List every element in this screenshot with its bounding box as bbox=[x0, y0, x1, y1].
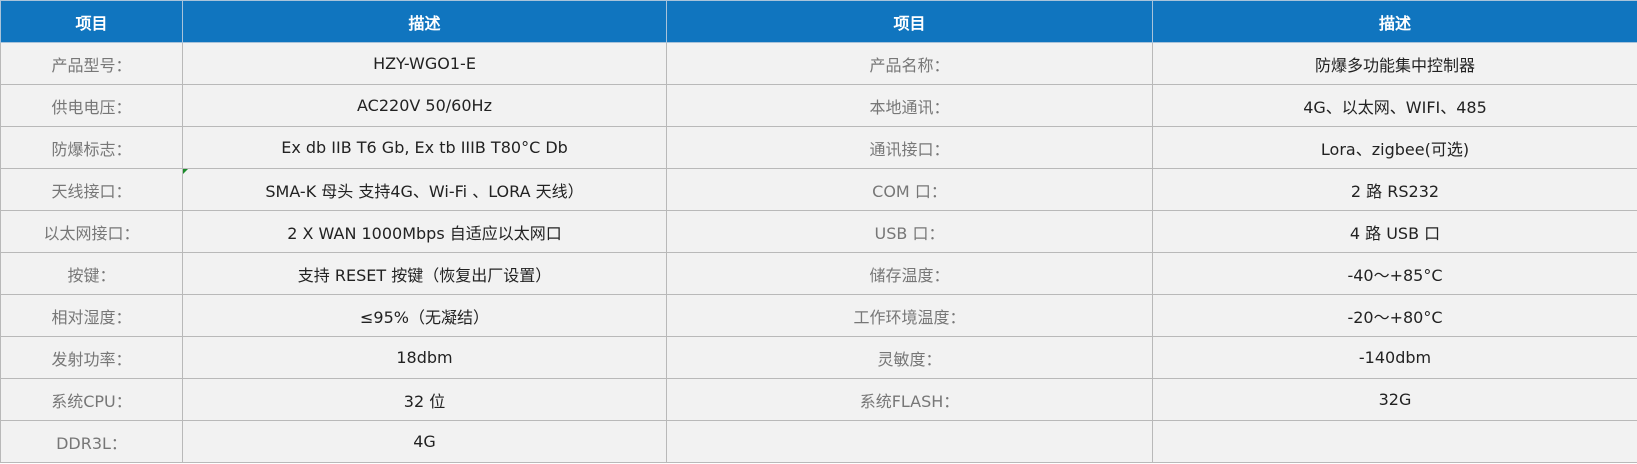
spec-label: 工作环境温度： bbox=[666, 294, 1153, 337]
spec-label: 系统CPU： bbox=[0, 378, 183, 421]
spec-label: DDR3L： bbox=[0, 420, 183, 463]
header-row: 项目 描述 项目 描述 bbox=[0, 0, 1637, 43]
spec-label: 防爆标志： bbox=[0, 126, 183, 169]
spec-value: 4G bbox=[182, 420, 667, 463]
spec-value bbox=[1152, 420, 1637, 463]
table-row: 按键： 支持 RESET 按键（恢复出厂设置） 储存温度： -40～+85°C bbox=[0, 252, 1637, 295]
spec-label: 以太网接口： bbox=[0, 210, 183, 253]
spec-value: Lora、zigbee(可选) bbox=[1152, 126, 1637, 169]
table-row: 相对湿度： ≤95%（无凝结） 工作环境温度： -20～+80°C bbox=[0, 294, 1637, 337]
header-description: 描述 bbox=[1152, 0, 1637, 43]
table-row: 防爆标志： Ex db IIB T6 Gb, Ex tb IIIB T80°C D… bbox=[0, 126, 1637, 169]
spec-label: 供电电压： bbox=[0, 84, 183, 127]
spec-value: 4G、以太网、WIFI、485 bbox=[1152, 84, 1637, 127]
spec-label: 本地通讯： bbox=[666, 84, 1153, 127]
spec-label: USB 口： bbox=[666, 210, 1153, 253]
spec-value: 2 路 RS232 bbox=[1152, 168, 1637, 211]
spec-value: 4 路 USB 口 bbox=[1152, 210, 1637, 253]
spec-value: HZY-WGO1-E bbox=[182, 42, 667, 85]
table-row: 天线接口： SMA-K 母头 支持4G、Wi-Fi 、LORA 天线） COM 口：… bbox=[0, 168, 1637, 211]
spec-label: 储存温度： bbox=[666, 252, 1153, 295]
spec-label: 灵敏度： bbox=[666, 336, 1153, 379]
spec-value: 32G bbox=[1152, 378, 1637, 421]
table-row: 供电电压： AC220V 50/60Hz 本地通讯： 4G、以太网、WIFI、485 bbox=[0, 84, 1637, 127]
header-item: 项目 bbox=[666, 0, 1153, 43]
spec-label: 相对湿度： bbox=[0, 294, 183, 337]
spec-label: 产品型号： bbox=[0, 42, 183, 85]
spec-value: -40～+85°C bbox=[1152, 252, 1637, 295]
spec-value: 32 位 bbox=[182, 378, 667, 421]
table-row: DDR3L： 4G bbox=[0, 420, 1637, 463]
spec-label bbox=[666, 420, 1153, 463]
table-row: 以太网接口： 2 X WAN 1000Mbps 自适应以太网口 USB 口： 4 路 … bbox=[0, 210, 1637, 253]
spec-value: Ex db IIB T6 Gb, Ex tb IIIB T80°C Db bbox=[182, 126, 667, 169]
spec-value: -140dbm bbox=[1152, 336, 1637, 379]
spec-value: ≤95%（无凝结） bbox=[182, 294, 667, 337]
spec-label: 按键： bbox=[0, 252, 183, 295]
spec-value: AC220V 50/60Hz bbox=[182, 84, 667, 127]
table-row: 系统CPU： 32 位系统FLASH： 32G bbox=[0, 378, 1637, 421]
header-description: 描述 bbox=[182, 0, 667, 43]
spec-value: 防爆多功能集中控制器 bbox=[1152, 42, 1637, 85]
table-row: 发射功率： 18dbm 灵敏度： -140dbm bbox=[0, 336, 1637, 379]
table-row: 产品型号： HZY-WGO1-E 产品名称： 防爆多功能集中控制器 bbox=[0, 42, 1637, 85]
header-item: 项目 bbox=[0, 0, 183, 43]
spec-value: 支持 RESET 按键（恢复出厂设置） bbox=[182, 252, 667, 295]
spec-label: 天线接口： bbox=[0, 168, 183, 211]
spec-label: 通讯接口： bbox=[666, 126, 1153, 169]
spec-label: 发射功率： bbox=[0, 336, 183, 379]
spec-label: 产品名称： bbox=[666, 42, 1153, 85]
spec-value: 2 X WAN 1000Mbps 自适应以太网口 bbox=[182, 210, 667, 253]
spec-label: COM 口： bbox=[666, 168, 1153, 211]
spec-value: 18dbm bbox=[182, 336, 667, 379]
spec-value: SMA-K 母头 支持4G、Wi-Fi 、LORA 天线） bbox=[182, 168, 667, 211]
spec-label: 系统FLASH： bbox=[666, 378, 1153, 421]
spec-value: -20～+80°C bbox=[1152, 294, 1637, 337]
